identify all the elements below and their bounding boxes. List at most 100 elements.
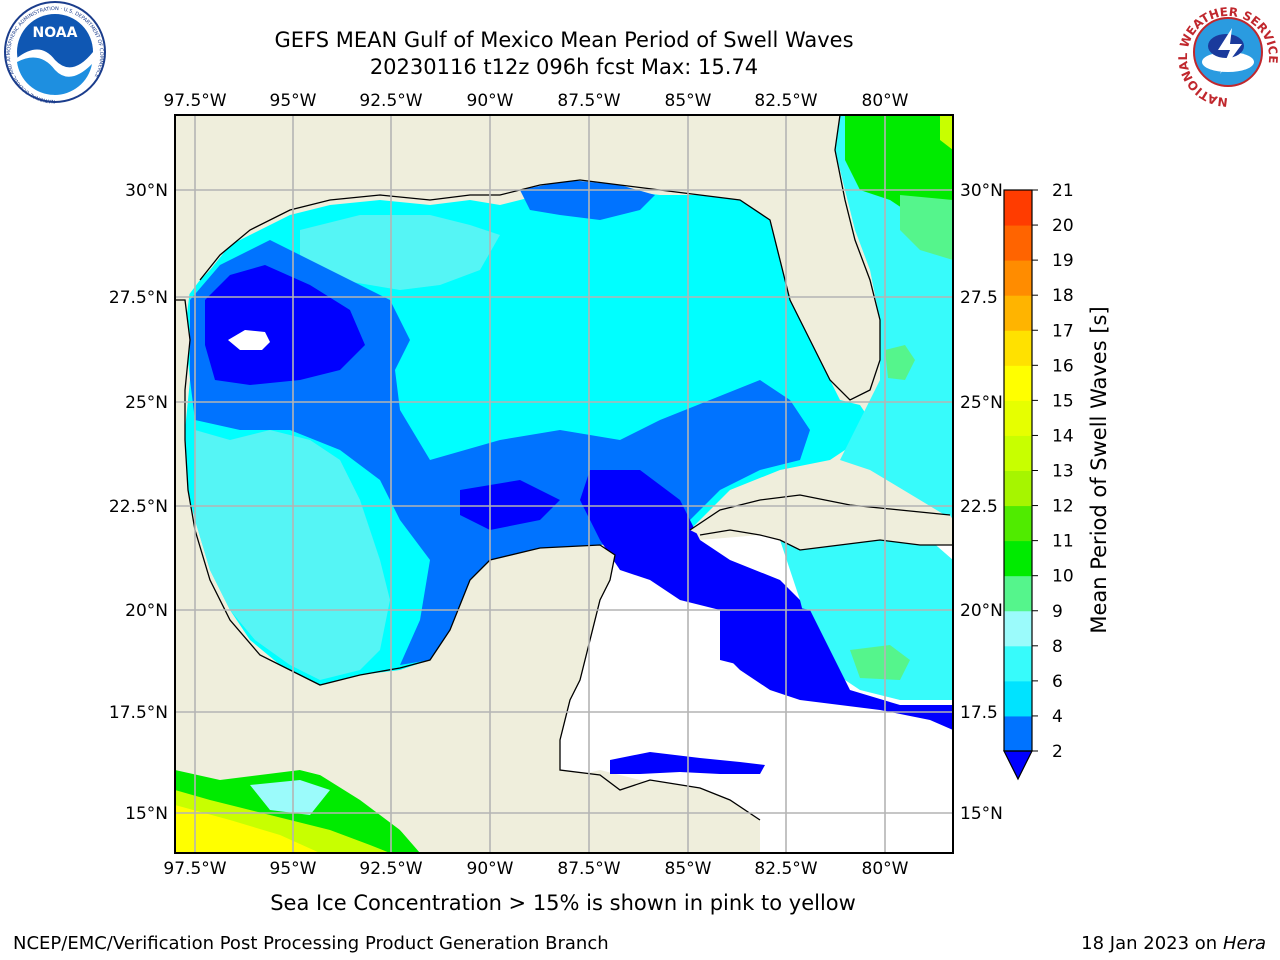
map-title: GEFS MEAN Gulf of Mexico Mean Period of … (274, 28, 854, 52)
colorbar-band (1004, 225, 1032, 261)
colorbar-extend-triangle (1003, 750, 1033, 781)
pacific-yellow-core (175, 805, 320, 853)
host-name: Hera (1222, 933, 1266, 954)
colorbar-label: Mean Period of Swell Waves [s] (1087, 306, 1111, 633)
colorbar-band (1004, 400, 1032, 436)
colorbar-tick-label: 11 (1052, 532, 1074, 552)
coastline-north (199, 115, 881, 401)
lat-label-right: 27.5 (960, 288, 998, 308)
lat-label-left: 22.5°N (109, 497, 168, 517)
atlantic-yellow-patch (940, 115, 953, 150)
nws-logo: NATIONAL WEATHER SERVICE (1176, 2, 1280, 109)
colorbar-tick-label: 2 (1052, 742, 1063, 762)
run-date-text: 18 Jan 2023 on (1081, 933, 1223, 954)
map-frame (174, 114, 954, 854)
graticule (175, 115, 953, 853)
lon-label-top: 95°W (270, 91, 317, 111)
noaa-logo: NOAA NATIONAL OCEANIC AND ATMOSPHERIC AD… (4, 1, 106, 104)
lon-label-top: 92.5°W (359, 91, 422, 111)
lat-label-left: 17.5°N (109, 703, 168, 723)
colorbar: 2 4 6 8 9 10 11 12 13 14 15 16 17 18 19 20 21 Mean Perio… (1003, 181, 1111, 781)
colorbar-band (1004, 190, 1032, 226)
colorbar-bands (1004, 190, 1032, 752)
deep-blue-west (205, 265, 365, 385)
lon-label-bottom: 82.5°W (754, 859, 817, 879)
producer-credit: NCEP/EMC/Verification Post Processing Pr… (13, 933, 609, 954)
colorbar-tick-label: 17 (1052, 321, 1074, 341)
colorbar-tick-label: 10 (1052, 567, 1074, 587)
colorbar-tick-label: 6 (1052, 672, 1063, 692)
lon-label-top: 97.5°W (163, 91, 226, 111)
lon-label-top: 80°W (862, 91, 909, 111)
colorbar-band (1004, 575, 1032, 612)
colorbar-tick-label: 4 (1052, 707, 1063, 727)
caribbean-green-patch (850, 645, 910, 680)
colorbar-tick-label: 20 (1052, 216, 1074, 236)
latitude-labels: 30°N 27.5°N 25°N 22.5°N 20°N 17.5°N 15°N… (109, 181, 1003, 824)
lat-label-right: 25°N (960, 393, 1003, 413)
lat-label-left: 30°N (125, 181, 168, 201)
colorbar-band (1004, 680, 1032, 717)
yucatan-central-america (175, 545, 760, 853)
caribbean-deep-blue (720, 600, 953, 730)
colorbar-band (1004, 540, 1032, 577)
colorbar-band (1004, 645, 1032, 682)
colorbar-tick-label: 12 (1052, 497, 1074, 517)
map-subtitle: 20230116 t12z 096h fcst Max: 15.74 (369, 55, 759, 79)
lat-label-right: 17.5 (960, 703, 998, 723)
lon-label-top: 85°W (665, 91, 712, 111)
sea-ice-note: Sea Ice Concentration > 15% is shown in … (270, 891, 856, 915)
colorbar-band (1004, 470, 1032, 507)
lon-label-bottom: 85°W (665, 859, 712, 879)
colorbar-band (1004, 435, 1032, 471)
lon-label-bottom: 97.5°W (163, 859, 226, 879)
northern-gulf-band (300, 215, 500, 290)
lat-label-left: 20°N (125, 601, 168, 621)
lat-label-left: 15°N (125, 804, 168, 824)
colorbar-tick-label: 15 (1052, 391, 1074, 411)
no-data-patch-west (228, 330, 270, 350)
colorbar-tick-label: 16 (1052, 356, 1074, 376)
lon-label-bottom: 87.5°W (557, 859, 620, 879)
colorbar-band (1004, 505, 1032, 542)
lon-label-bottom: 95°W (270, 859, 317, 879)
lon-label-top: 87.5°W (557, 91, 620, 111)
colorbar-band (1004, 610, 1032, 647)
colorbar-band (1004, 330, 1032, 366)
colorbar-band (1004, 295, 1032, 331)
lon-label-top: 82.5°W (754, 91, 817, 111)
mexico-east-coast (175, 300, 260, 680)
bahamas-green-patch (885, 345, 915, 380)
colorbar-band (1004, 715, 1032, 752)
lat-label-right: 22.5 (960, 497, 998, 517)
colorbar-ticks: 2 4 6 8 9 10 11 12 13 14 15 16 17 18 19 20 21 (1032, 181, 1074, 762)
run-date: 18 Jan 2023 on Hera (1081, 933, 1266, 954)
us-gulf-coast (175, 115, 880, 400)
lat-label-right: 20°N (960, 601, 1003, 621)
lon-label-bottom: 90°W (467, 859, 514, 879)
colorbar-tick-label: 9 (1052, 602, 1063, 622)
lat-label-right: 30°N (960, 181, 1003, 201)
coastline-west-south (175, 299, 761, 821)
colorbar-tick-label: 18 (1052, 286, 1074, 306)
noaa-logo-text: NOAA (33, 25, 78, 41)
atlantic-light-green (900, 195, 953, 260)
pacific-light-patch (250, 780, 330, 815)
colorbar-tick-label: 19 (1052, 251, 1074, 271)
lon-label-bottom: 92.5°W (359, 859, 422, 879)
colorbar-tick-label: 14 (1052, 426, 1074, 446)
colorbar-tick-label: 21 (1052, 181, 1074, 201)
colorbar-band (1004, 365, 1032, 401)
lat-label-right: 15°N (960, 804, 1003, 824)
colorbar-tick-label: 8 (1052, 637, 1063, 657)
lat-label-left: 27.5°N (109, 288, 168, 308)
colorbar-band (1004, 260, 1032, 296)
lat-label-left: 25°N (125, 393, 168, 413)
lon-label-top: 90°W (467, 91, 514, 111)
lon-label-bottom: 80°W (862, 859, 909, 879)
longitude-labels: 97.5°W 95°W 92.5°W 90°W 87.5°W 85°W 82.5… (163, 91, 908, 879)
map-area (175, 115, 953, 853)
deep-blue-central (460, 480, 560, 530)
coastline-cuba (689, 494, 953, 551)
